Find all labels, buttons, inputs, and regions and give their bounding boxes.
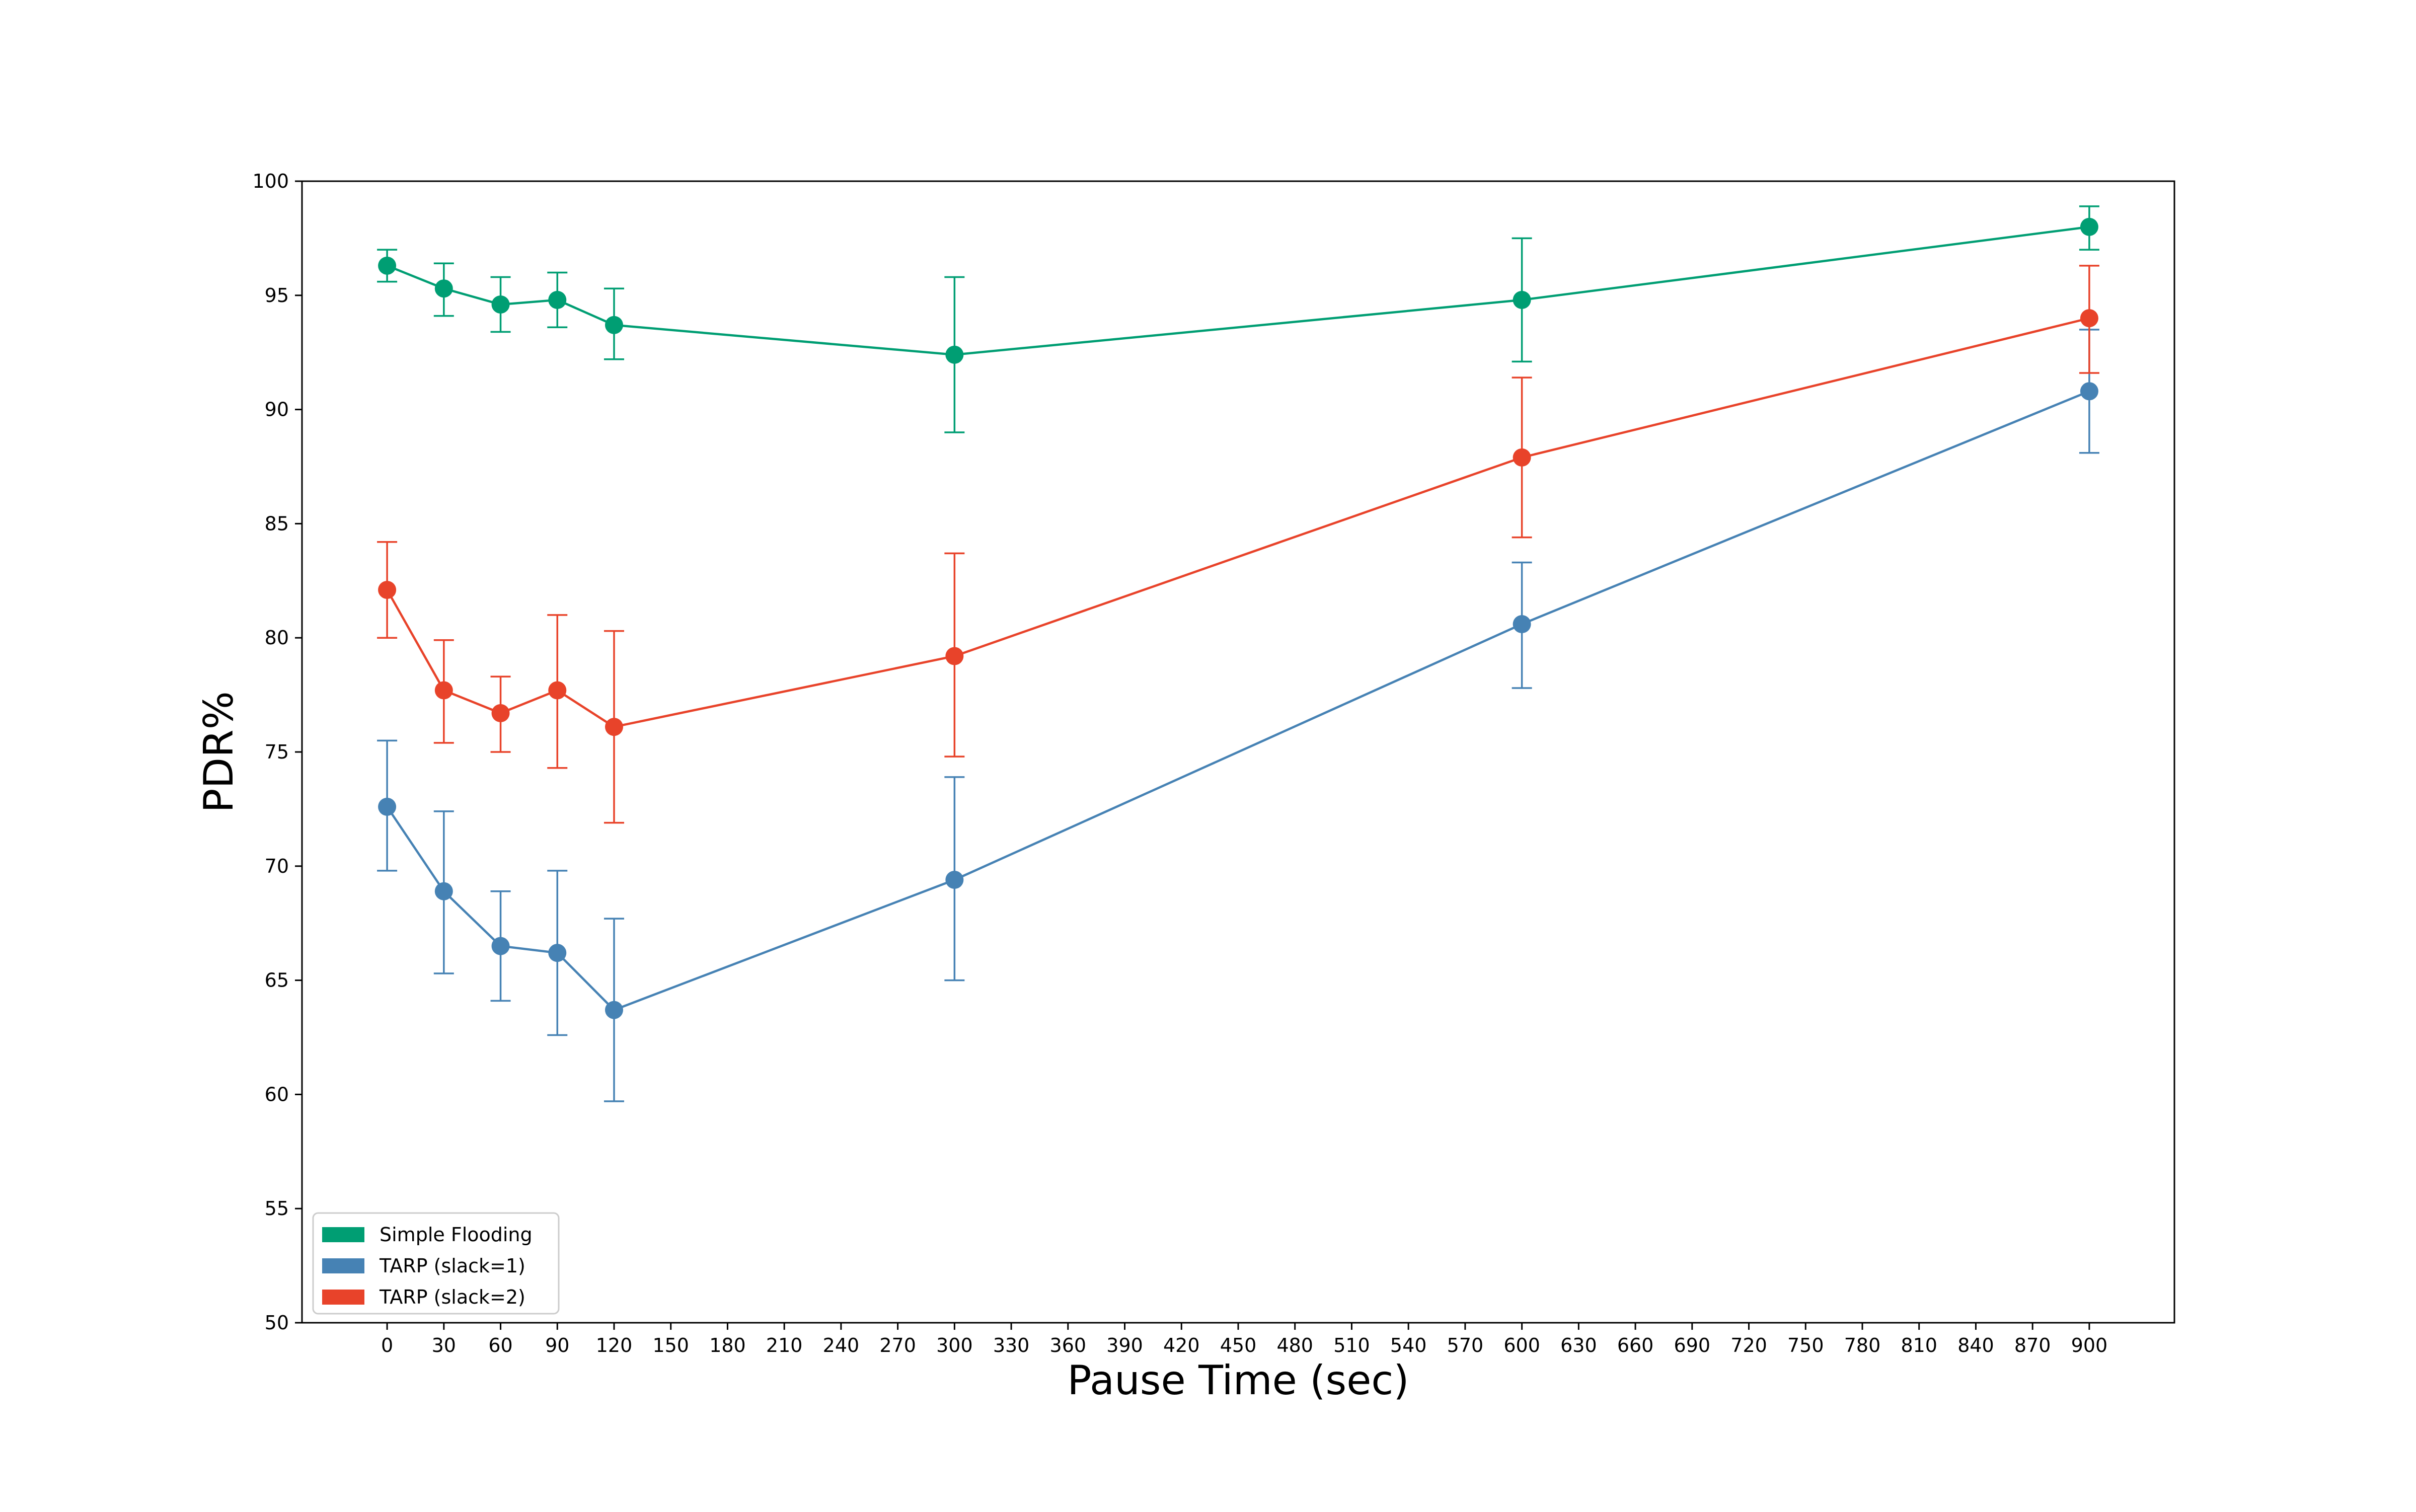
data-point bbox=[434, 279, 453, 298]
legend-swatch bbox=[322, 1258, 364, 1273]
y-axis: 50 55 60 65 70 75 80 85 90 95 100 bbox=[252, 170, 302, 1334]
series-line bbox=[386, 390, 2090, 1012]
data-point bbox=[548, 681, 567, 700]
data-point bbox=[378, 256, 397, 275]
x-tick-label: 210 bbox=[766, 1334, 803, 1356]
series-line bbox=[387, 225, 2090, 356]
x-tick-label: 570 bbox=[1447, 1334, 1484, 1356]
series-line bbox=[386, 317, 2090, 728]
data-point bbox=[378, 797, 397, 816]
data-point bbox=[945, 647, 964, 665]
x-tick-label: 780 bbox=[1844, 1334, 1881, 1356]
legend-swatch bbox=[322, 1227, 364, 1242]
x-tick-label: 600 bbox=[1503, 1334, 1540, 1356]
legend-label: TARP (slack=1) bbox=[379, 1255, 525, 1277]
x-tick-label: 390 bbox=[1106, 1334, 1143, 1356]
data-point bbox=[945, 345, 964, 364]
x-tick-label: 360 bbox=[1050, 1334, 1087, 1356]
series-layer bbox=[377, 205, 2099, 1102]
y-tick-label: 85 bbox=[265, 512, 289, 535]
x-tick-label: 540 bbox=[1390, 1334, 1427, 1356]
data-point bbox=[1513, 448, 1531, 467]
x-tick-label: 330 bbox=[993, 1334, 1030, 1356]
series-1 bbox=[377, 329, 2099, 1102]
data-point bbox=[605, 1001, 623, 1019]
data-point bbox=[548, 290, 567, 309]
x-axis: 0 30 60 90 120 150 180 210 240 270 300 330 360 390 420… bbox=[381, 1323, 2107, 1356]
x-tick-label: 0 bbox=[381, 1334, 393, 1356]
data-point bbox=[1513, 615, 1531, 633]
x-axis-label: Pause Time (sec) bbox=[1067, 1357, 1409, 1404]
data-point bbox=[548, 944, 567, 962]
data-point bbox=[491, 295, 510, 314]
y-tick-label: 50 bbox=[265, 1312, 289, 1334]
legend: Simple Flooding TARP (slack=1) TARP (slack… bbox=[312, 1212, 560, 1315]
x-tick-label: 750 bbox=[1787, 1334, 1824, 1356]
x-tick-label: 300 bbox=[936, 1334, 973, 1356]
y-tick-label: 70 bbox=[265, 855, 289, 877]
data-point bbox=[491, 937, 510, 955]
y-tick-label: 75 bbox=[265, 741, 289, 763]
data-point bbox=[2080, 382, 2098, 401]
series-0 bbox=[377, 205, 2099, 433]
x-tick-label: 30 bbox=[432, 1334, 456, 1356]
y-tick-label: 65 bbox=[265, 969, 289, 992]
x-tick-label: 90 bbox=[545, 1334, 569, 1356]
data-point bbox=[2080, 309, 2098, 328]
x-tick-label: 270 bbox=[879, 1334, 916, 1356]
x-tick-label: 720 bbox=[1730, 1334, 1767, 1356]
x-tick-label: 450 bbox=[1220, 1334, 1257, 1356]
y-tick-label: 60 bbox=[265, 1083, 289, 1105]
x-tick-label: 150 bbox=[652, 1334, 689, 1356]
x-tick-label: 180 bbox=[709, 1334, 746, 1356]
data-point bbox=[434, 882, 453, 900]
y-tick-label: 95 bbox=[265, 284, 289, 307]
x-tick-label: 120 bbox=[596, 1334, 633, 1356]
x-tick-label: 420 bbox=[1163, 1334, 1200, 1356]
data-point bbox=[378, 580, 397, 599]
x-tick-label: 510 bbox=[1333, 1334, 1370, 1356]
data-point bbox=[945, 871, 964, 889]
x-tick-label: 900 bbox=[2071, 1334, 2108, 1356]
data-point bbox=[605, 316, 623, 334]
legend-swatch bbox=[322, 1290, 364, 1305]
data-point bbox=[491, 704, 510, 722]
y-tick-label: 90 bbox=[265, 399, 289, 421]
legend-label: Simple Flooding bbox=[380, 1224, 533, 1246]
x-tick-label: 840 bbox=[1957, 1334, 1994, 1356]
y-tick-label: 80 bbox=[265, 627, 289, 649]
data-point bbox=[1513, 290, 1531, 309]
y-axis-label: PDR% bbox=[195, 691, 242, 812]
data-point bbox=[2080, 217, 2098, 236]
data-point bbox=[434, 681, 453, 700]
x-tick-label: 690 bbox=[1674, 1334, 1711, 1356]
x-tick-label: 660 bbox=[1617, 1334, 1654, 1356]
series-2 bbox=[377, 265, 2099, 824]
x-tick-label: 870 bbox=[2014, 1334, 2051, 1356]
y-tick-label: 55 bbox=[265, 1197, 289, 1220]
y-tick-label: 100 bbox=[252, 170, 289, 192]
x-tick-label: 480 bbox=[1276, 1334, 1313, 1356]
x-tick-label: 810 bbox=[1901, 1334, 1937, 1356]
x-tick-label: 60 bbox=[488, 1334, 512, 1356]
x-tick-label: 630 bbox=[1560, 1334, 1597, 1356]
x-tick-label: 240 bbox=[823, 1334, 860, 1356]
legend-frame bbox=[312, 1212, 560, 1315]
data-point bbox=[605, 718, 623, 736]
legend-label: TARP (slack=2) bbox=[379, 1286, 525, 1308]
